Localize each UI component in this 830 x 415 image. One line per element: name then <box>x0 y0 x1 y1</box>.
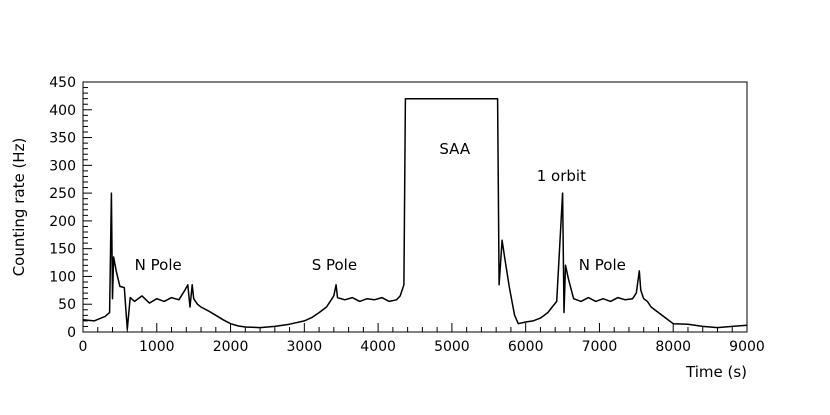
x-tick-label: 9000 <box>729 339 765 355</box>
x-tick-label: 2000 <box>213 339 249 355</box>
y-tick-label: 400 <box>49 103 76 119</box>
y-tick-label: 250 <box>49 186 76 202</box>
counting-rate-series-line <box>82 97 748 330</box>
annotation-label: 1 orbit <box>537 167 586 185</box>
x-tick-label: 5000 <box>434 339 470 355</box>
annotation-label: N Pole <box>579 256 626 274</box>
x-tick-label: 1000 <box>139 339 175 355</box>
x-tick-label: 4000 <box>360 339 396 355</box>
x-tick-label: 0 <box>79 339 88 355</box>
x-tick-label: 3000 <box>287 339 323 355</box>
plot-layer: 0 50 100 150 200 250 300 350 400 450 0 1000 2000 3000… <box>49 75 765 355</box>
y-tick-label: 300 <box>49 158 76 174</box>
annotation-label: N Pole <box>135 256 182 274</box>
y-tick-label: 450 <box>49 75 76 91</box>
annotation-label: S Pole <box>312 256 357 274</box>
y-tick-label: 150 <box>49 242 76 258</box>
y-axis-label: Counting rate (Hz) <box>10 138 28 277</box>
x-tick-label: 8000 <box>655 339 691 355</box>
annotation-label: SAA <box>439 140 470 158</box>
y-tick-label: 50 <box>58 297 76 313</box>
plot-frame <box>82 81 748 333</box>
x-tick-label: 7000 <box>582 339 618 355</box>
x-axis-label: Time (s) <box>685 363 747 381</box>
y-tick-label: 200 <box>49 214 76 230</box>
x-tick-label: 6000 <box>508 339 544 355</box>
y-tick-label: 350 <box>49 131 76 147</box>
y-tick-label: 0 <box>67 325 76 341</box>
y-tick-label: 100 <box>49 269 76 285</box>
